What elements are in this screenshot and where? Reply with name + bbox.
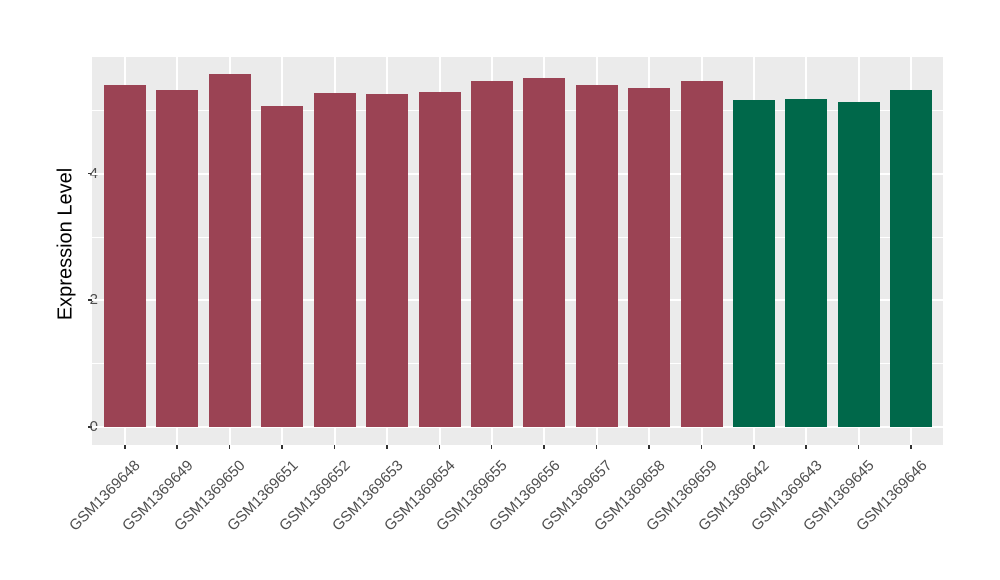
x-axis-tick [228, 445, 231, 449]
bar-gsm1369648 [104, 85, 146, 427]
x-axis-tick [386, 445, 388, 449]
y-axis-tick [88, 172, 92, 175]
x-axis-tick [281, 445, 283, 449]
bar-gsm1369654 [418, 92, 461, 427]
bar-gsm1369658 [628, 87, 671, 427]
x-axis-tick [805, 445, 807, 449]
x-axis-tick [700, 445, 703, 449]
x-axis-tick [857, 445, 860, 449]
x-axis-tick [490, 445, 493, 449]
x-axis-tick [124, 445, 126, 449]
x-axis-tick [595, 445, 598, 449]
bar-gsm1369649 [156, 90, 199, 427]
plot-panel [92, 57, 943, 445]
bar-gsm1369657 [575, 85, 618, 427]
x-axis-tick [753, 445, 755, 449]
bar-gsm1369651 [261, 106, 304, 427]
bar-gsm1369653 [366, 94, 409, 427]
bar-gsm1369645 [837, 101, 880, 427]
x-axis-tick [333, 445, 336, 449]
bar-gsm1369656 [523, 77, 566, 427]
bar-gsm1369643 [785, 99, 828, 427]
gridline-major [92, 299, 943, 302]
gridline-major [92, 426, 943, 428]
x-axis-tick [176, 445, 178, 449]
bar-gsm1369650 [208, 73, 251, 427]
gridline-major [92, 172, 943, 175]
bar-gsm1369659 [680, 80, 723, 427]
gridline-minor [92, 236, 943, 238]
x-axis-tick [543, 445, 545, 449]
y-axis-tick [88, 299, 92, 301]
bar-gsm1369652 [313, 93, 356, 427]
bar-gsm1369646 [890, 89, 933, 427]
gridline-minor [92, 110, 943, 111]
gridline-minor [92, 363, 943, 365]
x-axis-tick [910, 445, 912, 449]
x-axis-tick [438, 445, 441, 449]
bar-gsm1369642 [733, 99, 776, 427]
bar-gsm1369655 [470, 81, 513, 427]
y-axis-tick [88, 426, 92, 428]
x-axis-tick [648, 445, 650, 449]
